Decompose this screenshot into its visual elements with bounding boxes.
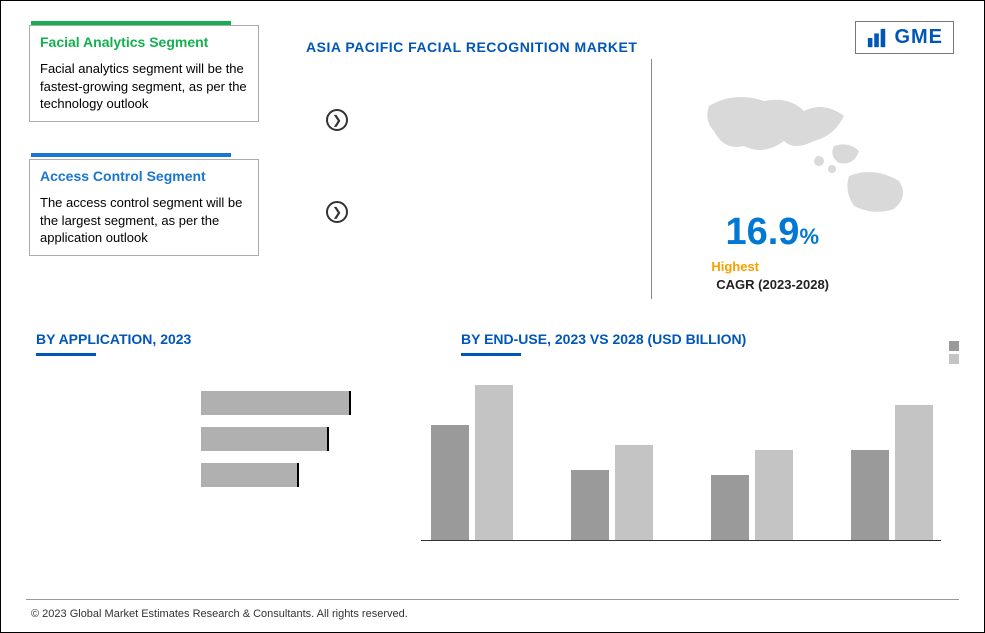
cagr-highest-label: Highest	[711, 259, 759, 274]
segment2-title: Access Control Segment	[40, 168, 248, 184]
vbar-group	[571, 445, 661, 540]
legend-row	[949, 354, 959, 364]
footer-copyright: © 2023 Global Market Estimates Research …	[31, 608, 408, 620]
vbar-2028	[895, 405, 933, 540]
vbar-group	[431, 385, 521, 540]
by-enduse-underline	[461, 353, 521, 356]
bullet-icon-2: ❯	[326, 201, 348, 223]
legend-swatch	[949, 354, 959, 364]
logo: GME	[855, 21, 954, 54]
by-enduse-legend	[949, 341, 959, 367]
by-application-underline	[36, 353, 96, 356]
legend-row	[949, 341, 959, 351]
bullet-icon-1: ❯	[326, 109, 348, 131]
hbar	[201, 391, 351, 415]
vbar-2023	[571, 470, 609, 540]
cagr-period-label: CAGR (2023-2028)	[716, 277, 829, 292]
by-enduse-chart	[421, 371, 941, 541]
vbar-2028	[615, 445, 653, 540]
vbar-group	[851, 405, 941, 540]
hbar	[201, 427, 329, 451]
page-title: ASIA PACIFIC FACIAL RECOGNITION MARKET	[306, 39, 637, 55]
segment-box-facial-analytics: Facial Analytics Segment Facial analytic…	[29, 25, 259, 122]
legend-swatch	[949, 341, 959, 351]
vbar-group	[711, 450, 801, 540]
segment1-title: Facial Analytics Segment	[40, 34, 248, 50]
segment-box-access-control: Access Control Segment The access contro…	[29, 159, 259, 256]
segment2-text: The access control segment will be the l…	[40, 194, 248, 247]
hbar-row	[201, 463, 351, 487]
hbar	[201, 463, 299, 487]
vbar-2023	[851, 450, 889, 540]
by-enduse-title: BY END-USE, 2023 VS 2028 (USD BILLION)	[461, 331, 746, 347]
hbar-row	[201, 427, 351, 451]
vbar-2023	[431, 425, 469, 540]
cagr-value: 16.9%	[725, 211, 819, 254]
segment2-accent-bar	[31, 153, 231, 157]
asia-pacific-map-icon	[694, 91, 924, 221]
footer-divider	[26, 599, 959, 600]
by-application-chart	[201, 391, 351, 499]
logo-text: GME	[894, 26, 943, 49]
vbar-2028	[475, 385, 513, 540]
segment1-text: Facial analytics segment will be the fas…	[40, 60, 248, 113]
by-application-title: BY APPLICATION, 2023	[36, 331, 191, 347]
vertical-divider	[651, 59, 652, 299]
vbar-2028	[755, 450, 793, 540]
hbar-row	[201, 391, 351, 415]
logo-bar-icon	[866, 27, 888, 49]
cagr-percent-sign: %	[799, 224, 819, 249]
vbar-2023	[711, 475, 749, 540]
cagr-number: 16.9	[725, 211, 799, 253]
